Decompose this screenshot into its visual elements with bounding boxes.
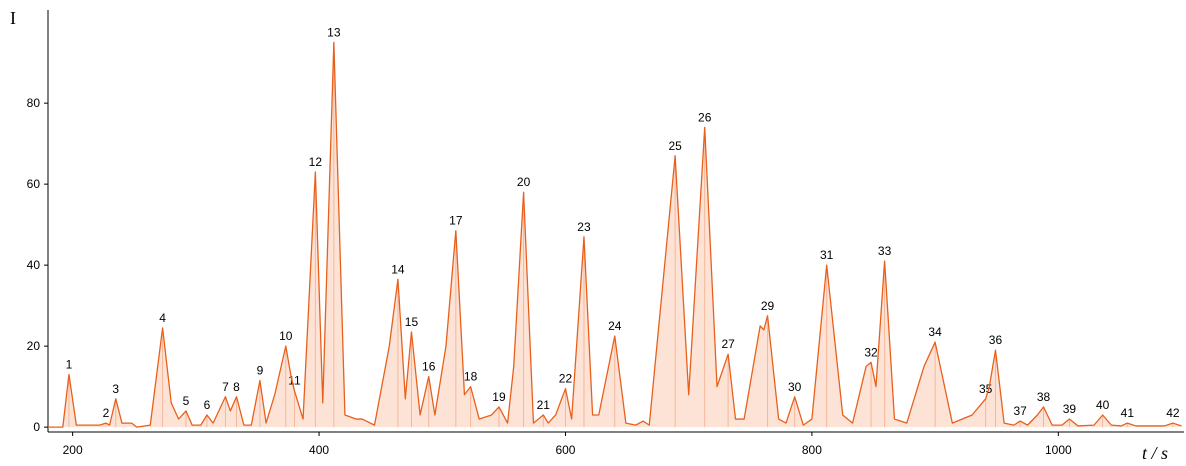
peak-label: 5 [183,394,190,408]
peak-label: 9 [257,364,264,378]
peak-label: 4 [159,311,166,325]
peak-label: 37 [1013,404,1027,418]
peak-label: 38 [1037,390,1051,404]
peak-label: 14 [391,262,405,276]
peak-label: 15 [405,315,419,329]
peak-label: 19 [492,390,506,404]
peak-label: 12 [309,155,323,169]
x-tick-label: 200 [63,443,83,457]
y-tick-label: 60 [27,177,41,191]
trace-line [48,41,1182,428]
peak-label: 16 [422,360,436,374]
peak-label: 22 [559,372,573,386]
peak-label: 31 [820,248,834,262]
peak-label: 41 [1121,406,1135,420]
peak-label: 1 [66,357,73,371]
x-tick-label: 800 [802,443,822,457]
peak-label: 6 [204,398,211,412]
peak-label: 7 [222,380,229,394]
peak-label: 17 [449,214,463,228]
peak-label: 42 [1166,406,1180,420]
peak-label: 29 [761,299,775,313]
y-tick-label: 40 [27,258,41,272]
peak-label: 21 [537,398,551,412]
peak-label: 35 [979,382,993,396]
peak-label: 26 [698,110,712,124]
y-tick-label: 80 [27,96,41,110]
peak-label: 2 [103,406,110,420]
y-axis-label: I [10,8,16,28]
peak-label: 3 [112,382,119,396]
peak-label: 10 [279,329,293,343]
x-axis-label: t / s [1142,443,1168,461]
peak-label: 23 [577,220,591,234]
peak-label: 27 [721,337,735,351]
x-tick-label: 400 [309,443,329,457]
y-tick-label: 20 [27,339,41,353]
peak-label: 13 [327,25,341,39]
peak-label: 24 [608,319,622,333]
x-tick-label: 600 [555,443,575,457]
y-tick-label: 0 [33,420,40,434]
x-tick-label: 1000 [1045,443,1072,457]
peak-label: 36 [989,333,1003,347]
peak-label: 20 [517,175,531,189]
peak-label: 34 [928,325,942,339]
peak-label: 30 [788,380,802,394]
peak-label: 33 [878,244,892,258]
peak-label: 11 [288,374,301,388]
peak-label: 40 [1096,398,1110,412]
peak-label: 8 [233,380,240,394]
peak-label: 39 [1063,402,1077,416]
peak-label: 32 [864,345,878,359]
peak-label: 25 [668,139,682,153]
peak-label: 18 [464,370,478,384]
